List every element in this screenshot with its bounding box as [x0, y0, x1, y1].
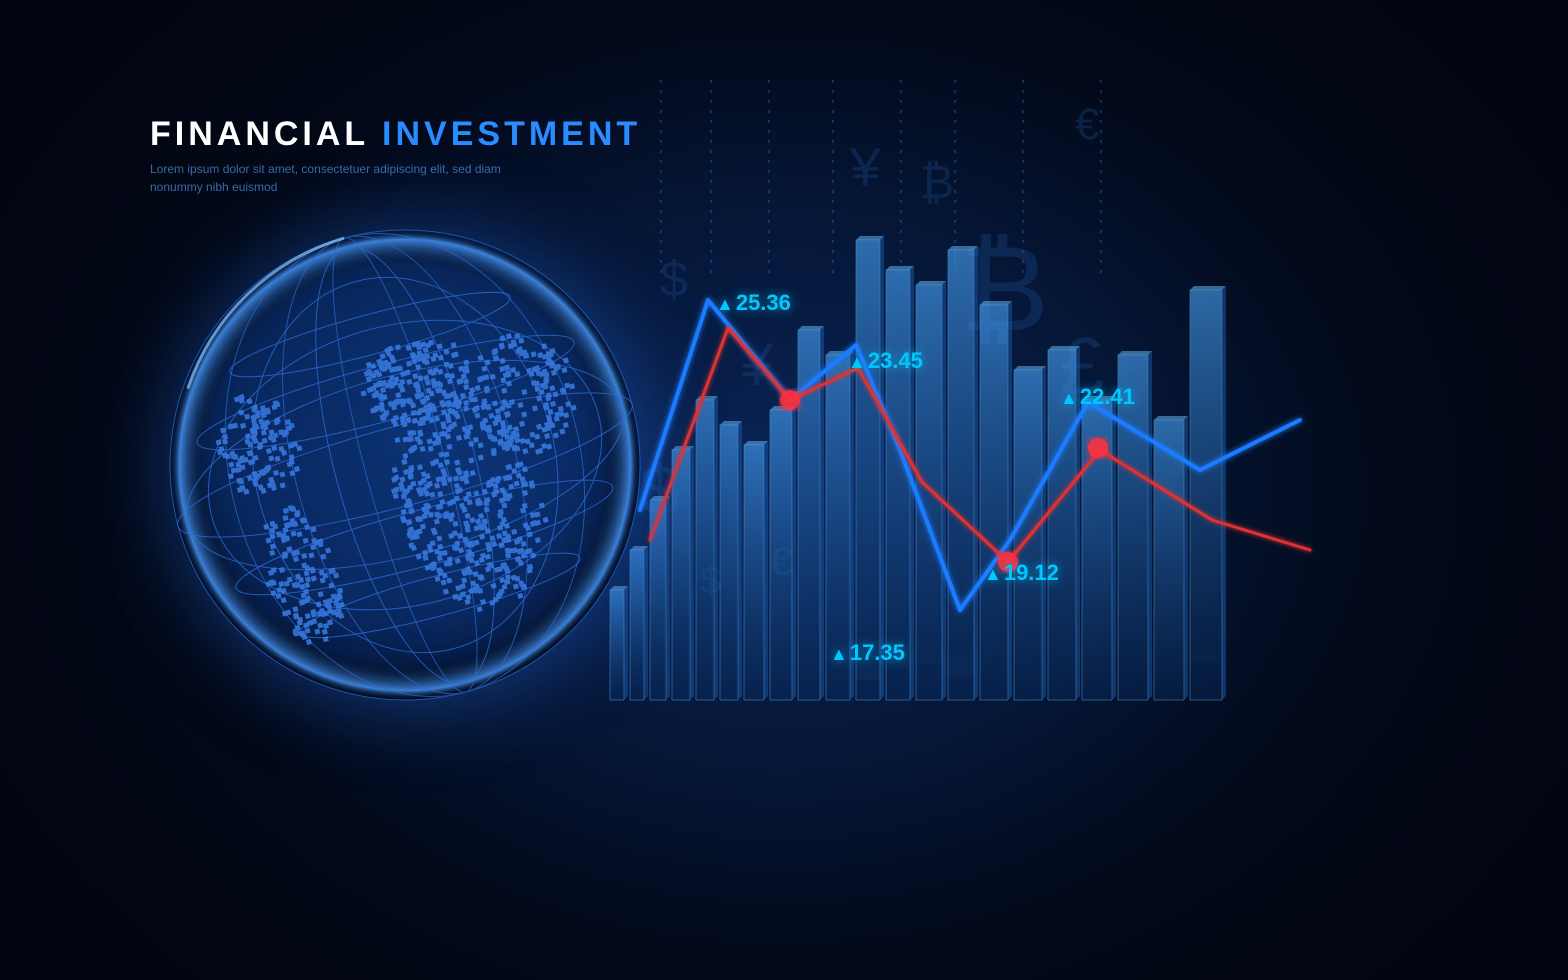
- bar: [856, 240, 880, 700]
- bar: [1014, 370, 1042, 700]
- bar: [696, 400, 714, 700]
- bar: [1190, 290, 1222, 700]
- data-label: ▲17.35: [830, 640, 905, 666]
- title-block: FINANCIAL INVESTMENT Lorem ipsum dolor s…: [150, 115, 641, 196]
- bar: [980, 305, 1008, 700]
- bar: [744, 445, 764, 700]
- data-label: ▲19.12: [984, 560, 1059, 586]
- bar: [948, 250, 974, 700]
- data-label: ▲25.36: [716, 290, 791, 316]
- data-label: ▲23.45: [848, 348, 923, 374]
- data-label: ▲22.41: [1060, 384, 1135, 410]
- title-subtitle: Lorem ipsum dolor sit amet, consectetuer…: [150, 160, 530, 196]
- title-word1: FINANCIAL: [150, 115, 369, 153]
- bar: [1154, 420, 1184, 700]
- chart-svg: [540, 120, 1560, 840]
- intersection-glow: [780, 390, 800, 410]
- bars: [610, 236, 1226, 700]
- bar: [886, 270, 910, 700]
- bar: [720, 425, 738, 700]
- title-main: FINANCIAL INVESTMENT: [150, 115, 641, 154]
- bar: [672, 450, 690, 700]
- intersection-glow: [1088, 438, 1108, 458]
- bar: [770, 410, 792, 700]
- chart: [540, 120, 1560, 840]
- globe: [155, 215, 655, 715]
- title-word2: INVESTMENT: [382, 115, 641, 153]
